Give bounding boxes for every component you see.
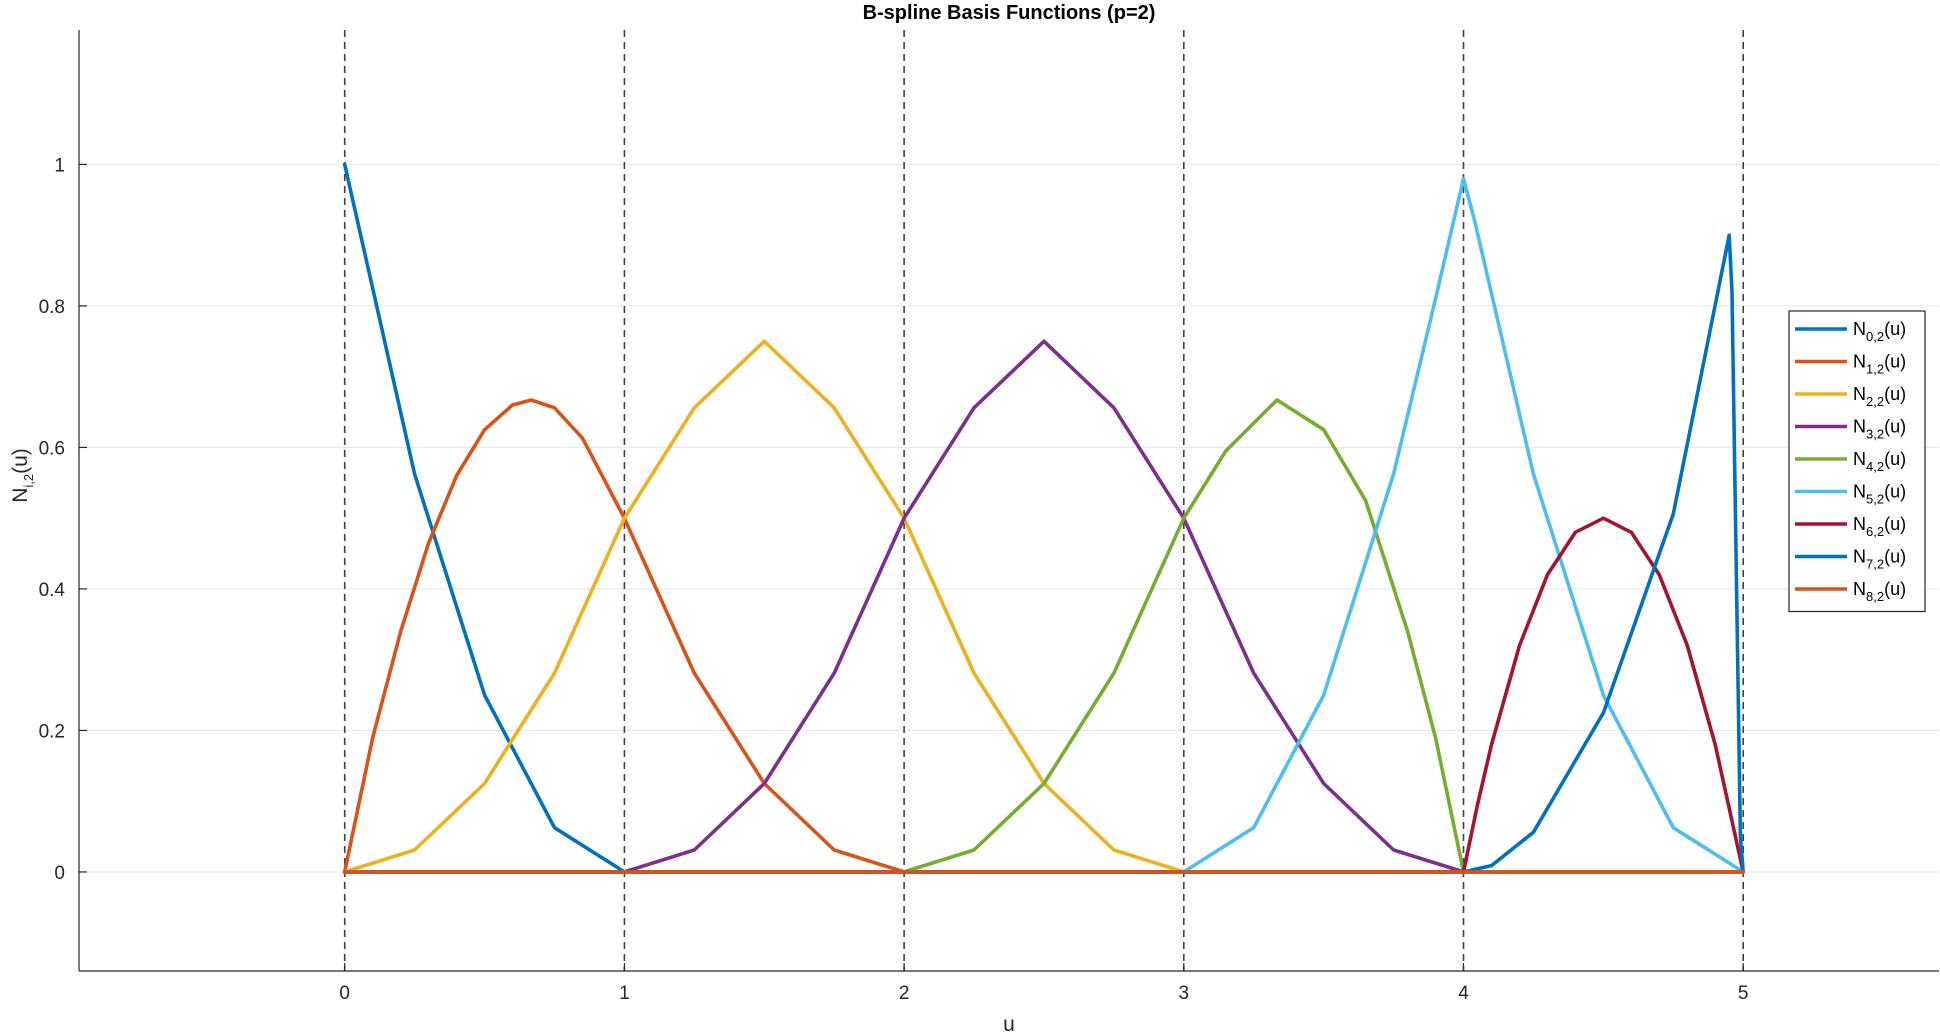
- legend: N0,2(u)N1,2(u)N2,2(u)N3,2(u)N4,2(u)N5,2(…: [1788, 310, 1926, 613]
- legend-label-suffix: (u): [1884, 449, 1906, 469]
- legend-label-2: N2,2(u): [1853, 384, 1906, 409]
- legend-label-sub: 1,2: [1866, 362, 1884, 377]
- y-axis-label-base: N: [9, 488, 32, 503]
- legend-label-base: N: [1853, 319, 1866, 339]
- legend-label-suffix: (u): [1884, 579, 1906, 599]
- series-line-7: [342, 233, 1745, 874]
- legend-label-suffix: (u): [1884, 319, 1906, 339]
- legend-label-base: N: [1853, 514, 1866, 534]
- y-tick-label: 0.4: [39, 580, 66, 601]
- legend-label-base: N: [1853, 547, 1866, 567]
- series-line-1: [342, 398, 1745, 874]
- legend-label-sub: 2,2: [1866, 394, 1884, 409]
- legend-label-sub: 0,2: [1866, 329, 1884, 344]
- series-line-6: [342, 516, 1745, 874]
- legend-label-suffix: (u): [1884, 514, 1906, 534]
- legend-label-6: N6,2(u): [1853, 514, 1906, 539]
- legend-label-suffix: (u): [1884, 482, 1906, 502]
- legend-label-sub: 4,2: [1866, 459, 1884, 474]
- chart-title: B-spline Basis Functions (p=2): [863, 2, 1156, 24]
- x-tick-label: 3: [1179, 983, 1190, 1004]
- legend-label-4: N4,2(u): [1853, 449, 1906, 474]
- legend-label-5: N5,2(u): [1853, 482, 1906, 507]
- legend-label-suffix: (u): [1884, 384, 1906, 404]
- series-line-4: [342, 398, 1745, 874]
- legend-label-sub: 8,2: [1866, 589, 1884, 604]
- legend-label-base: N: [1853, 352, 1866, 372]
- legend-label-base: N: [1853, 449, 1866, 469]
- y-tick-label: 0.2: [39, 721, 65, 742]
- y-tick-label: 1: [54, 155, 65, 176]
- legend-label-suffix: (u): [1884, 417, 1906, 437]
- legend-label-1: N1,2(u): [1853, 352, 1906, 377]
- legend-label-8: N8,2(u): [1853, 579, 1906, 604]
- legend-label-suffix: (u): [1884, 352, 1906, 372]
- legend-label-base: N: [1853, 384, 1866, 404]
- legend-label-sub: 7,2: [1866, 557, 1884, 572]
- legend-label-0: N0,2(u): [1853, 319, 1906, 344]
- series-line-5: [342, 176, 1745, 874]
- legend-label-sub: 3,2: [1866, 427, 1884, 442]
- legend-label-suffix: (u): [1884, 547, 1906, 567]
- legend-label-base: N: [1853, 579, 1866, 599]
- y-axis-label: Ni,2(u): [9, 448, 36, 503]
- legend-label-base: N: [1853, 417, 1866, 437]
- legend-label-sub: 6,2: [1866, 524, 1884, 539]
- y-tick-label: 0: [54, 863, 65, 884]
- y-tick-label: 0.8: [39, 297, 65, 318]
- series-layer: [342, 162, 1745, 874]
- axes-layer: 0 1 2 3 4 5 0 0.2 0.4 0.6 0.8 1: [39, 30, 1939, 1004]
- series-line-3: [342, 339, 1745, 874]
- knot-lines: [343, 30, 1745, 971]
- y-axis-label-sub: i,2: [21, 474, 36, 488]
- x-axis-label: u: [1003, 1013, 1015, 1035]
- legend-label-3: N3,2(u): [1853, 417, 1906, 442]
- legend-label-sub: 5,2: [1866, 492, 1884, 507]
- y-tick-label: 0.6: [39, 438, 65, 459]
- x-tick-label: 1: [619, 983, 630, 1004]
- series-line-2: [342, 339, 1745, 874]
- legend-label-base: N: [1853, 482, 1866, 502]
- y-axis-label-suffix: (u): [9, 448, 32, 474]
- x-tick-label: 2: [899, 983, 910, 1004]
- x-tick-label: 0: [339, 983, 350, 1004]
- legend-label-7: N7,2(u): [1853, 547, 1906, 572]
- x-tick-label: 5: [1738, 983, 1749, 1004]
- x-tick-label: 4: [1458, 983, 1469, 1004]
